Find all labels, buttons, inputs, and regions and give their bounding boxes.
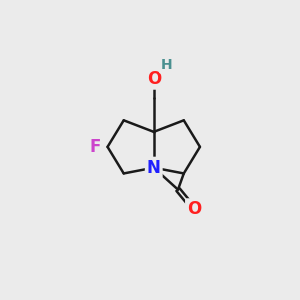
- Text: O: O: [187, 200, 201, 218]
- Text: F: F: [89, 138, 100, 156]
- Text: H: H: [160, 58, 172, 72]
- Text: O: O: [147, 70, 161, 88]
- Text: N: N: [147, 159, 161, 177]
